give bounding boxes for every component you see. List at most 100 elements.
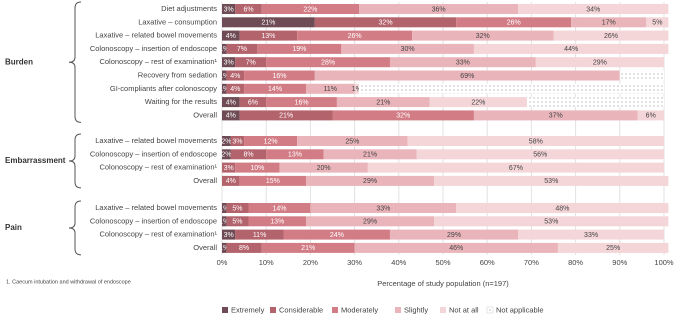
value-label: 34%: [586, 6, 600, 13]
bar-segment: [266, 97, 337, 108]
legend-swatch: [270, 307, 276, 313]
bar-segment: [222, 70, 227, 81]
value-label: 1%: [219, 73, 229, 80]
category-label: Waiting for the results: [145, 97, 217, 106]
value-label: 4%: [226, 99, 236, 106]
value-label: 6%: [243, 6, 253, 13]
bar-segment: [305, 83, 355, 94]
value-label: 4%: [226, 178, 236, 185]
value-label: 8%: [239, 245, 249, 252]
bar-segment: [429, 97, 527, 108]
bar-segment: [407, 136, 664, 146]
legend-swatch: [486, 306, 494, 314]
bar-segment: [359, 4, 519, 14]
value-label: 29%: [363, 219, 377, 226]
bar-segment: [266, 57, 390, 68]
bar-segment: [248, 216, 306, 227]
value-label: 1%: [219, 245, 229, 252]
category-label: Recovery from sedation: [138, 70, 217, 79]
value-label: 21%: [261, 20, 275, 27]
bar-segment: [637, 110, 664, 121]
value-label: 30%: [401, 46, 415, 53]
bar-segment: [305, 216, 435, 227]
bar-segment: [323, 149, 417, 160]
legend-swatch: [440, 307, 446, 313]
bar-segment: [389, 229, 519, 240]
category-label: Colonoscopy – rest of examination¹: [99, 230, 217, 239]
plot: 3% 6% 22% 36% 34% 21% 32% 26% 17% 5% 4% 13% 26% 32% 26…: [219, 4, 669, 253]
x-tick-label: 40%: [391, 258, 406, 267]
bar-segment: [222, 175, 240, 186]
bar-segment: [332, 110, 474, 121]
bar-segment: [222, 43, 227, 54]
bar-segment: [239, 110, 333, 121]
category-label: Overall: [193, 110, 217, 119]
value-label: 21%: [376, 99, 390, 106]
bar-segment: [235, 57, 267, 68]
value-label: 32%: [396, 113, 410, 120]
bar-segment: [244, 70, 315, 81]
value-label: 16%: [295, 99, 309, 106]
bar-segment: [283, 229, 390, 240]
x-tick-label: 50%: [435, 258, 450, 267]
value-label: 26%: [348, 33, 362, 40]
value-label: 17%: [602, 20, 616, 27]
bar-segment: [230, 136, 245, 146]
bar-segment: [226, 203, 249, 213]
bar-segment: [222, 242, 227, 253]
category-label: Overall: [193, 176, 217, 185]
legend-label: Not at all: [449, 305, 479, 314]
bar-segment: [389, 57, 536, 68]
bar-segment: [557, 242, 669, 253]
value-label: 11%: [253, 232, 267, 239]
bar-segment: [434, 175, 669, 186]
value-label: 33%: [584, 232, 598, 239]
value-label: 24%: [330, 232, 344, 239]
value-label: 67%: [509, 165, 523, 172]
value-label: 8%: [243, 152, 253, 159]
value-label: 22%: [303, 6, 317, 13]
group-bracket: [68, 1, 82, 123]
legend-label: Extremely: [231, 305, 265, 314]
bar-segment: [261, 4, 360, 14]
value-label: 22%: [471, 99, 485, 106]
bar-segment: [248, 203, 311, 213]
bar-segment: [535, 57, 664, 68]
bar-segment: [354, 242, 558, 253]
bar-segment: [244, 83, 306, 94]
bar-segment: [222, 30, 240, 41]
bar-segment: [314, 17, 457, 28]
bar-segment: [239, 175, 306, 186]
legend-label: Slightly: [404, 305, 428, 314]
value-label: 3%: [224, 165, 234, 172]
bar-segment: [279, 162, 368, 173]
legend-swatch: [332, 307, 338, 313]
value-label: 46%: [449, 245, 463, 252]
bar-segment: [226, 242, 262, 253]
bar-segment: [239, 30, 298, 41]
bar-segment: [526, 97, 664, 108]
bar-segment: [222, 83, 227, 94]
value-label: 33%: [456, 60, 470, 67]
category-label: Colonoscopy – rest of examination¹: [99, 163, 217, 172]
bar-segment: [619, 70, 664, 81]
bar-segment: [518, 229, 664, 240]
bar-segment: [434, 216, 669, 227]
value-label: 3%: [224, 6, 234, 13]
value-label: 56%: [533, 152, 547, 159]
value-label: 28%: [321, 60, 335, 67]
value-label: 37%: [549, 113, 563, 120]
value-label: 26%: [604, 33, 618, 40]
bar-segment: [222, 136, 231, 146]
value-label: 1%: [219, 46, 229, 53]
x-tick-label: 60%: [480, 258, 495, 267]
bar-segment: [297, 30, 413, 41]
bar-segment: [222, 229, 236, 240]
value-label: 4%: [226, 33, 236, 40]
value-label: 25%: [345, 138, 359, 145]
group-bracket: [68, 200, 82, 256]
value-label: 25%: [606, 245, 620, 252]
footnote: 1. Caecum intubation and withdrawal of e…: [6, 279, 131, 285]
x-tick-label: 70%: [524, 258, 539, 267]
